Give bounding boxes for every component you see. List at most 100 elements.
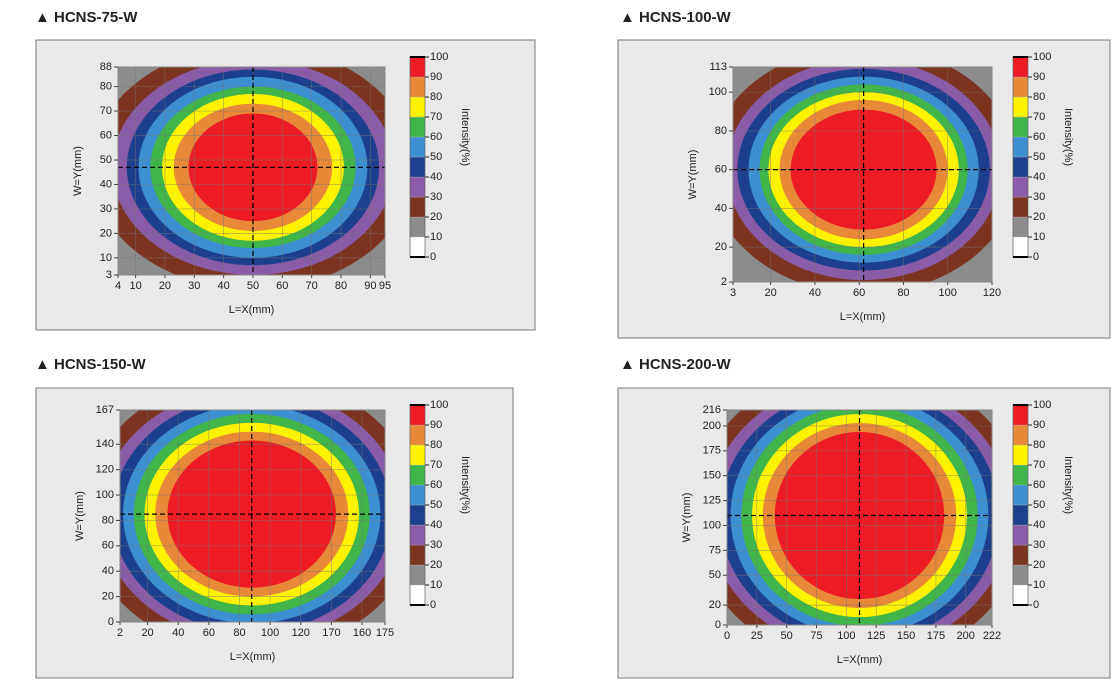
colorbar-tick-label: 40 (1033, 171, 1045, 183)
colorbar-tick-label: 50 (430, 151, 442, 163)
colorbar-band (1012, 444, 1029, 466)
x-tick-label: 125 (867, 630, 885, 642)
y-tick-label: 100 (703, 519, 721, 531)
colorbar-tick-label: 30 (430, 191, 442, 203)
y-tick-label: 80 (715, 125, 727, 137)
colorbar-tick-label: 0 (430, 251, 436, 263)
plot-area (733, 67, 992, 282)
colorbar-band (409, 484, 426, 506)
x-tick-label: 80 (233, 627, 245, 639)
colorbar-tick-label: 70 (1033, 459, 1045, 471)
colorbar-band (1012, 484, 1029, 506)
x-tick-label: 200 (957, 630, 975, 642)
colorbar-tick-label: 70 (430, 111, 442, 123)
y-tick-label: 0 (715, 619, 721, 631)
x-axis-title: L=X(mm) (837, 654, 883, 666)
colorbar-tick-label: 0 (430, 599, 436, 611)
y-tick-label: 75 (709, 544, 721, 556)
colorbar-tick-label: 80 (1033, 439, 1045, 451)
colorbar-tick-label: 60 (430, 479, 442, 491)
colorbar-tick-label: 20 (430, 211, 442, 223)
y-tick-label: 3 (106, 269, 112, 281)
colorbar-band (1012, 504, 1029, 526)
colorbar-band (409, 156, 426, 178)
y-tick-label: 2 (721, 276, 727, 288)
colorbar-tick-label: 90 (430, 419, 442, 431)
colorbar-tick-label: 70 (430, 459, 442, 471)
colorbar-tick-label: 50 (1033, 499, 1045, 511)
colorbar-band (1012, 236, 1029, 258)
y-tick-label: 20 (715, 241, 727, 253)
colorbar-band (1012, 404, 1029, 426)
x-tick-label: 70 (306, 280, 318, 292)
colorbar-band (409, 196, 426, 218)
x-tick-label: 10 (129, 280, 141, 292)
x-tick-label: 175 (927, 630, 945, 642)
colorbar-band (409, 544, 426, 566)
y-tick-label: 60 (100, 129, 112, 141)
x-tick-label: 90 (364, 280, 376, 292)
x-tick-label: 30 (188, 280, 200, 292)
colorbar-band (1012, 56, 1029, 78)
colorbar-title: Intensity(%) (1062, 456, 1074, 514)
chart-title: ▲ HCNS-150-W (35, 356, 147, 373)
x-tick-label: 80 (335, 280, 347, 292)
x-tick-label: 50 (247, 280, 259, 292)
colorbar-tick-label: 80 (430, 439, 442, 451)
x-tick-label: 40 (809, 287, 821, 299)
colorbar-band (1012, 584, 1029, 606)
chart-title: ▲ HCNS-100-W (620, 9, 732, 26)
colorbar-band (1012, 196, 1029, 218)
y-axis-title: W=Y(mm) (72, 146, 84, 196)
colorbar-band (409, 116, 426, 138)
y-tick-label: 216 (703, 404, 721, 416)
colorbar-band (1012, 464, 1029, 486)
colorbar-band (409, 56, 426, 78)
y-tick-label: 120 (96, 464, 114, 476)
chart-title: ▲ HCNS-75-W (35, 9, 138, 26)
colorbar-band (409, 216, 426, 238)
plot-border (117, 66, 386, 276)
y-tick-label: 80 (102, 514, 114, 526)
colorbar-tick-label: 20 (1033, 559, 1045, 571)
colorbar-tick-label: 40 (430, 171, 442, 183)
colorbar-band (1012, 176, 1029, 198)
colorbar-band (1012, 564, 1029, 586)
y-axis-title: W=Y(mm) (681, 493, 693, 543)
chart-title: ▲ HCNS-200-W (620, 356, 732, 373)
y-tick-label: 175 (703, 445, 721, 457)
colorbar-tick-label: 10 (1033, 579, 1045, 591)
x-tick-label: 0 (724, 630, 730, 642)
y-tick-label: 60 (715, 164, 727, 176)
colorbar-tick-label: 40 (430, 519, 442, 531)
colorbar-tick-label: 60 (1033, 131, 1045, 143)
colorbar-tick-label: 40 (1033, 519, 1045, 531)
y-tick-label: 50 (709, 569, 721, 581)
colorbar-band (1012, 76, 1029, 98)
y-tick-label: 150 (703, 470, 721, 482)
colorbar-title: Intensity(%) (459, 108, 471, 166)
colorbar-tick-label: 10 (1033, 231, 1045, 243)
y-tick-label: 100 (96, 489, 114, 501)
colorbar-tick-label: 30 (1033, 191, 1045, 203)
x-tick-label: 120 (292, 627, 310, 639)
x-tick-label: 20 (159, 280, 171, 292)
colorbar-band (409, 236, 426, 258)
colorbar-tick-label: 100 (1033, 51, 1051, 63)
colorbar-band (409, 136, 426, 158)
colorbar-tick-label: 20 (430, 559, 442, 571)
x-tick-label: 175 (376, 627, 394, 639)
colorbar-band (409, 464, 426, 486)
colorbar-tick-label: 90 (1033, 71, 1045, 83)
colorbar-title: Intensity(%) (459, 456, 471, 514)
colorbar-band (409, 524, 426, 546)
colorbar-tick-label: 50 (430, 499, 442, 511)
colorbar-tick-label: 100 (430, 51, 448, 63)
x-tick-label: 80 (897, 287, 909, 299)
plot-border (726, 409, 993, 626)
x-tick-label: 75 (810, 630, 822, 642)
colorbar-tick-label: 30 (1033, 539, 1045, 551)
x-tick-label: 160 (353, 627, 371, 639)
x-tick-label: 25 (751, 630, 763, 642)
